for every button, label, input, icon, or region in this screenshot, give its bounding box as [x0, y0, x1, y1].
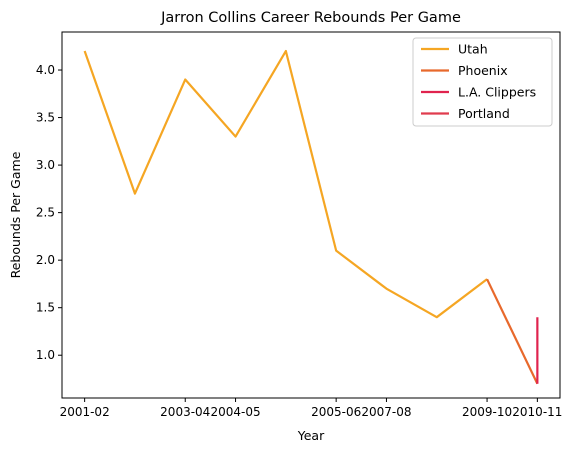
x-tick-label: 2007-08 — [361, 405, 411, 419]
x-tick-label: 2009-10 — [462, 405, 512, 419]
series-line-phoenix — [486, 278, 539, 385]
plot-area-frame — [61, 31, 561, 399]
x-axis-ticks: 2001-02 2003-04 2004-05 2005-06 2007-08 2009-… — [60, 398, 562, 419]
legend-label: L.A. Clippers — [458, 85, 536, 100]
x-tick-label: 2010-11 — [512, 405, 562, 419]
legend-label: Portland — [458, 106, 510, 121]
x-tick-label: 2001-02 — [60, 405, 110, 419]
x-tick-label: 2004-05 — [210, 405, 260, 419]
x-axis-label: Year — [297, 428, 325, 443]
x-tick-label: 2005-06 — [311, 405, 361, 419]
legend-label: Utah — [458, 42, 488, 57]
series-line-utah — [83, 49, 488, 319]
y-tick-label: 3.0 — [36, 158, 55, 172]
y-tick-label: 4.0 — [36, 63, 55, 77]
series-layer — [83, 49, 539, 385]
y-tick-label: 1.0 — [36, 348, 55, 362]
y-tick-label: 1.5 — [36, 301, 55, 315]
y-axis-label: Rebounds Per Game — [8, 151, 23, 278]
y-axis-ticks: 1.0 1.5 2.0 2.5 3.0 3.5 4.0 — [36, 63, 62, 362]
x-tick-label: 2003-04 — [160, 405, 210, 419]
chart-title: Jarron Collins Career Rebounds Per Game — [160, 10, 461, 26]
legend-label: Phoenix — [458, 63, 508, 78]
y-tick-label: 2.0 — [36, 253, 55, 267]
legend: Utah Phoenix L.A. Clippers Portland — [412, 37, 553, 127]
y-tick-label: 2.5 — [36, 206, 55, 220]
legend-frame — [412, 37, 553, 127]
y-tick-label: 3.5 — [36, 111, 55, 125]
